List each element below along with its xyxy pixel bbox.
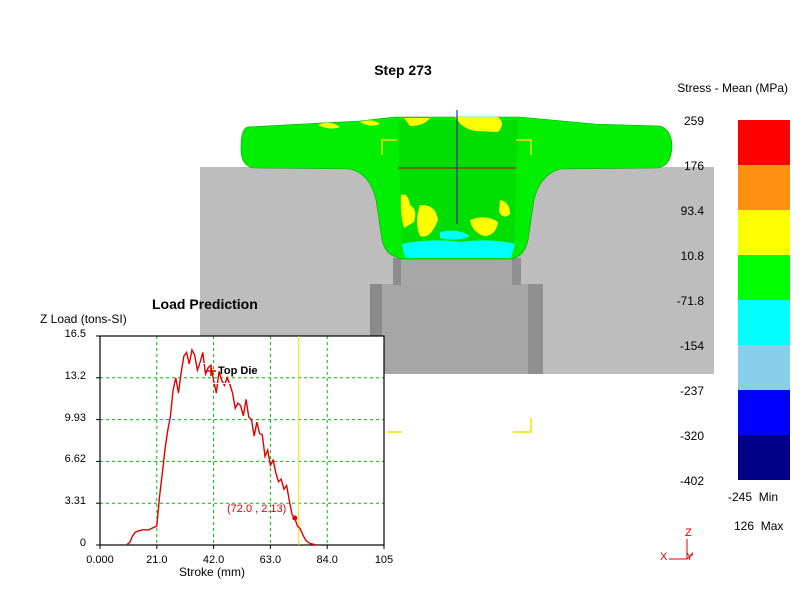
legend-swatch <box>738 435 790 480</box>
marker-readout: (72.0 , 2.13) <box>227 503 287 515</box>
max-readout: 126 Max <box>734 519 783 533</box>
y-tick-label: 16.5 <box>64 328 86 340</box>
legend-title: Stress - Mean (MPa) <box>677 81 788 95</box>
legend-swatch <box>738 300 790 345</box>
punch <box>370 258 543 374</box>
view-bounds <box>381 139 532 433</box>
legend-label: 176 <box>683 159 704 173</box>
legend-label: -71.8 <box>676 294 704 308</box>
workpiece-part <box>240 116 673 260</box>
y-tick-label: 13.2 <box>64 369 86 382</box>
max-text: Max <box>760 519 784 533</box>
legend-swatch <box>738 390 790 435</box>
legend-label: 259 <box>683 114 704 128</box>
min-value: -245 <box>728 490 753 504</box>
x-tick-label: 21.0 <box>146 554 168 566</box>
axis-z-label: Z <box>685 527 692 539</box>
y-axis-label: Z Load (tons-SI) <box>40 312 127 326</box>
legend-swatch <box>738 165 790 210</box>
load-series-line <box>126 347 317 546</box>
legend-label: -237 <box>679 384 704 398</box>
legend-swatch <box>738 210 790 255</box>
y-tick-label: 9.93 <box>64 411 86 424</box>
x-tick-label: 84.0 <box>316 554 338 566</box>
axis-y-label: Y <box>686 551 694 563</box>
x-axis-label: Stroke (mm) <box>179 565 245 579</box>
plot-frame <box>99 335 385 546</box>
y-tick-label: 3.31 <box>64 495 86 508</box>
axis-x-label: X <box>660 551 668 563</box>
legend-swatch <box>738 345 790 390</box>
legend-label: 93.4 <box>680 204 704 218</box>
x-tick-label: 0.000 <box>86 554 114 566</box>
series-legend-label: Top Die <box>218 365 258 377</box>
min-readout: -245 Min <box>728 490 778 504</box>
step-title: Step 273 <box>374 62 432 78</box>
plot-area <box>100 336 384 545</box>
y-tick-label: 6.62 <box>64 453 86 466</box>
legend-label: 10.8 <box>680 249 704 263</box>
legend-swatch <box>738 255 790 300</box>
x-tick-label: 63.0 <box>259 554 282 566</box>
y-tick-label: 0 <box>79 537 86 549</box>
current-point-marker <box>292 515 298 521</box>
max-value: 126 <box>734 519 755 533</box>
legend-label: -154 <box>679 339 704 353</box>
series-legend-box <box>200 363 286 384</box>
legend-label: -320 <box>679 429 704 443</box>
x-tick-label: 42.0 <box>202 554 225 566</box>
x-tick-label: 105 <box>374 554 394 566</box>
legend-label: -402 <box>679 474 704 488</box>
legend-swatch <box>738 120 790 165</box>
chart-title: Load Prediction <box>152 296 258 312</box>
min-text: Min <box>758 490 779 504</box>
axis-triad <box>669 539 694 560</box>
